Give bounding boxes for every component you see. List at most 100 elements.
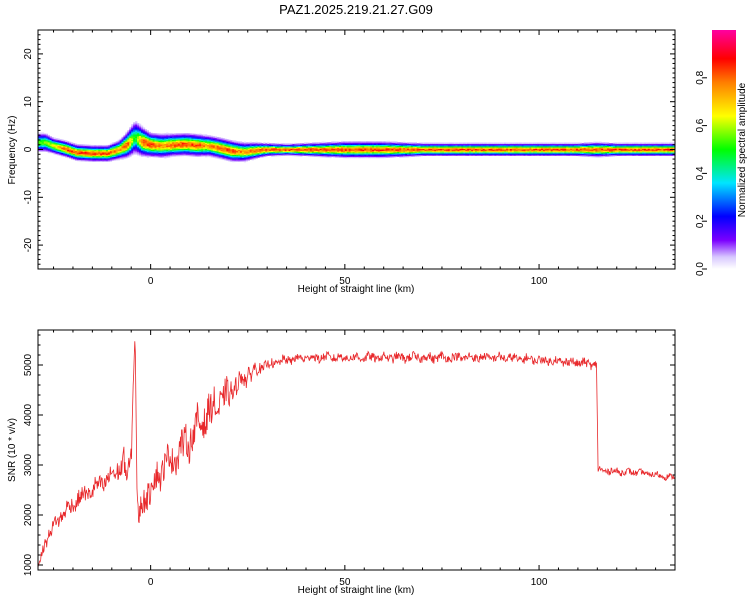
heatmap-cell (203, 134, 206, 136)
heatmap-cell (96, 144, 99, 147)
heatmap-cell (74, 155, 78, 158)
heatmap-cell (313, 145, 317, 148)
heatmap-cell (478, 150, 482, 153)
heatmap-cell (401, 145, 404, 148)
heatmap-cell (255, 150, 258, 152)
heatmap-cell (403, 144, 406, 146)
heatmap-cell (641, 150, 645, 153)
heatmap-cell (616, 142, 619, 145)
heatmap-cell (280, 150, 283, 153)
heatmap-cell (572, 147, 575, 149)
heatmap-cell (657, 152, 660, 154)
heatmap-cell (203, 152, 206, 154)
heatmap-cell (208, 148, 212, 150)
heatmap-cell (595, 150, 598, 152)
heatmap-cell (366, 143, 369, 146)
heatmap-cell (587, 151, 590, 154)
heatmap-cell (614, 149, 618, 152)
heatmap-cell (187, 153, 190, 156)
heatmap-cell (197, 144, 200, 147)
heatmap-cell (331, 155, 334, 158)
heatmap-cell (214, 137, 217, 140)
heatmap-cell (331, 149, 334, 152)
heatmap-cell (210, 146, 214, 148)
heatmap-cell (313, 150, 317, 152)
heatmap-cell (362, 151, 365, 154)
heatmap-cell (350, 154, 353, 156)
heatmap-cell (494, 146, 497, 148)
heatmap-cell (208, 146, 212, 148)
heatmap-cell (432, 152, 435, 154)
heatmap-cell (232, 147, 235, 150)
heatmap-cell (243, 145, 247, 147)
heatmap-cell (238, 160, 241, 162)
heatmap-cell (375, 155, 379, 157)
heatmap-cell (298, 152, 301, 155)
heatmap-cell (144, 146, 148, 148)
heatmap-cell (224, 145, 227, 148)
heatmap-cell (172, 155, 175, 157)
heatmap-cell (519, 148, 522, 151)
heatmap-cell (352, 151, 355, 154)
heatmap-cell (164, 139, 167, 141)
heatmap-cell (272, 151, 276, 154)
heatmap-cell (490, 150, 493, 153)
heatmap-cell (166, 155, 169, 157)
heatmap-cell (230, 152, 233, 154)
heatmap-cell (414, 147, 417, 150)
heatmap-cell (251, 157, 254, 160)
heatmap-cell (278, 148, 282, 151)
heatmap-cell (449, 153, 452, 155)
heatmap-cell (160, 147, 163, 150)
heatmap-cell (269, 151, 272, 154)
heatmap-cell (45, 144, 49, 146)
heatmap-cell (220, 154, 223, 157)
heatmap-cell (340, 148, 344, 150)
heatmap-cell (131, 127, 134, 130)
heatmap-cell (663, 146, 666, 148)
heatmap-cell (164, 141, 167, 143)
heatmap-cell (199, 146, 202, 149)
heatmap-cell (463, 143, 466, 146)
heatmap-cell (255, 157, 258, 159)
heatmap-cell (309, 154, 313, 157)
heatmap-cell (473, 148, 476, 151)
heatmap-cell (150, 141, 153, 143)
heatmap-cell (370, 153, 373, 155)
heatmap-cell (449, 149, 452, 152)
heatmap-cell (201, 144, 204, 146)
heatmap-cell (319, 146, 322, 148)
heatmap-cell (587, 147, 590, 149)
heatmap-cell (327, 156, 330, 158)
heatmap-cell (319, 153, 322, 155)
heatmap-cell (90, 149, 93, 152)
heatmap-cell (381, 143, 384, 146)
heatmap-cell (474, 144, 478, 147)
heatmap-cell (665, 143, 668, 146)
heatmap-cell (414, 143, 417, 145)
heatmap-cell (251, 154, 254, 156)
heatmap-cell (597, 152, 600, 155)
heatmap-cell (607, 150, 610, 152)
heatmap-cell (67, 155, 70, 157)
heatmap-cell (558, 153, 561, 155)
heatmap-cell (269, 149, 272, 151)
heatmap-cell (443, 153, 447, 155)
heatmap-cell (622, 146, 625, 148)
heatmap-cell (135, 137, 138, 140)
heatmap-cell (156, 133, 159, 135)
heatmap-cell (663, 147, 666, 149)
heatmap-cell (636, 147, 639, 149)
heatmap-cell (135, 133, 138, 135)
heatmap-cell (513, 142, 517, 145)
heatmap-cell (280, 144, 283, 147)
heatmap-cell (212, 142, 216, 144)
heatmap-cell (135, 124, 138, 127)
heatmap-cell (257, 152, 260, 155)
heatmap-cell (552, 152, 555, 154)
heatmap-cell (579, 151, 583, 153)
heatmap-cell (63, 151, 66, 154)
heatmap-cell (133, 134, 136, 136)
heatmap-cell (296, 153, 299, 156)
heatmap-cell (98, 158, 101, 160)
